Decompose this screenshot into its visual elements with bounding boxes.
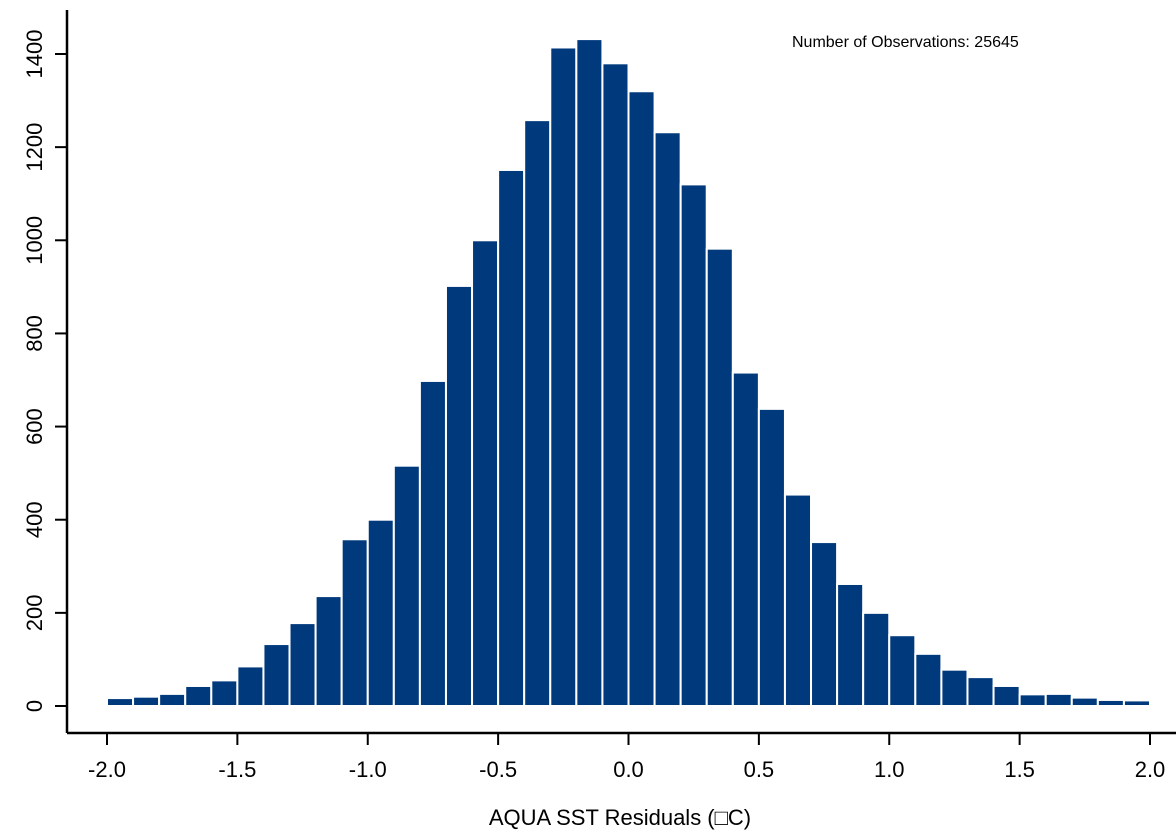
histogram-bar xyxy=(158,692,187,707)
histogram-bar xyxy=(340,538,369,707)
histogram-bar xyxy=(1018,693,1047,707)
histogram-bar xyxy=(575,38,604,707)
y-tick-label: 1200 xyxy=(22,123,47,172)
x-tick-label: 2.0 xyxy=(1135,757,1166,782)
y-tick-label: 600 xyxy=(22,408,47,445)
y-tick-label: 400 xyxy=(22,501,47,538)
x-axis-title: AQUA SST Residuals (□C) xyxy=(489,805,751,830)
histogram-bar xyxy=(653,131,682,708)
y-tick-label: 200 xyxy=(22,594,47,631)
x-tick-label: -1.0 xyxy=(349,757,387,782)
y-tick-label: 0 xyxy=(22,700,47,712)
y-axis-ticks: 0 200 400 600 800 1000 1200 1400 xyxy=(22,30,67,712)
histogram-bar xyxy=(679,183,708,707)
x-tick-label: 1.5 xyxy=(1004,757,1035,782)
histogram-bar xyxy=(810,541,839,707)
x-tick-label: -2.0 xyxy=(88,757,126,782)
histogram-bars xyxy=(106,38,1152,708)
histogram-bar xyxy=(366,518,395,708)
histogram-bar xyxy=(888,634,917,707)
histogram-bar xyxy=(1070,696,1099,707)
histogram-bar xyxy=(497,168,526,708)
histogram-bar xyxy=(418,379,447,707)
histogram-bar xyxy=(966,676,995,708)
histogram-bar xyxy=(705,247,734,707)
histogram-bar xyxy=(914,652,943,708)
observations-annotation: Number of Observations: 25645 xyxy=(792,34,1019,51)
histogram-bar xyxy=(731,371,760,707)
x-axis-ticks: -2.0 -1.5 -1.0 -0.5 0.0 0.5 1.0 1.5 2.0 xyxy=(88,733,1165,782)
histogram-bar xyxy=(549,46,578,708)
histogram-bar xyxy=(132,695,161,708)
histogram-bar xyxy=(783,493,813,707)
x-tick-label: -0.5 xyxy=(479,757,517,782)
histogram-bar xyxy=(992,684,1021,708)
histogram-bar xyxy=(601,62,630,708)
histogram-bar xyxy=(836,582,865,707)
x-tick-label: 0.0 xyxy=(613,757,644,782)
histogram-bar xyxy=(262,643,291,707)
histogram-bar xyxy=(444,284,474,707)
histogram-bar xyxy=(1122,699,1152,708)
histogram-bar xyxy=(627,90,656,707)
histogram-bar xyxy=(392,464,421,708)
histogram-bar xyxy=(210,679,239,708)
histogram-bar xyxy=(757,407,786,707)
histogram-bar xyxy=(940,668,969,707)
y-tick-label: 1400 xyxy=(22,30,47,79)
histogram-bar xyxy=(523,119,552,708)
y-tick-label: 800 xyxy=(22,315,47,352)
histogram-bar xyxy=(1044,692,1073,707)
y-tick-label: 1000 xyxy=(22,216,47,265)
histogram-bar xyxy=(288,622,317,707)
histogram-bar xyxy=(314,595,343,707)
x-tick-label: 0.5 xyxy=(744,757,775,782)
x-tick-label: 1.0 xyxy=(874,757,905,782)
histogram-bar xyxy=(106,697,135,708)
x-tick-label: -1.5 xyxy=(218,757,256,782)
histogram-bar xyxy=(184,684,213,708)
histogram-bar xyxy=(1096,698,1125,708)
histogram-bar xyxy=(236,665,265,708)
histogram-bar xyxy=(471,239,500,708)
histogram-bar xyxy=(862,611,891,707)
